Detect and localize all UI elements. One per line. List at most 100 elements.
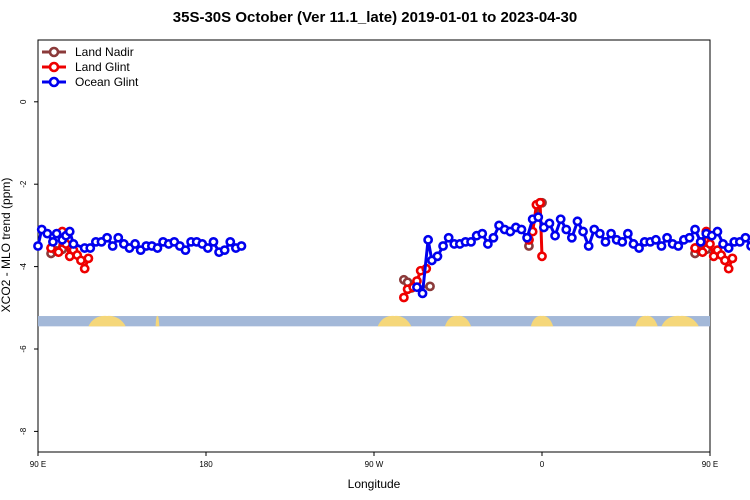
data-point-2-0-22 [152,243,163,253]
data-point-2-0-34 [219,245,230,256]
data-point-2-1-43 [650,234,661,245]
legend-item-0: Land Nadir [42,45,134,59]
data-point-2-0-10 [85,243,96,253]
x-tick-label-1: 180 [199,460,213,469]
chart-title: 35S-30S October (Ver 11.1_late) 2019-01-… [172,9,578,26]
x-axis-title: Longitude [348,477,401,491]
data-point-2-0-4 [51,228,62,239]
land-patch-5 [635,315,658,327]
x-tick-label-4: 90 E [702,460,718,469]
x-tick-label-0: 90 E [30,460,46,469]
land-patch-3 [444,315,472,327]
data-point-2-0-2 [42,228,53,239]
legend-label-2: Ocean Glint [75,75,139,89]
y-axis-title: XCO2 - MLO trend (ppm) [0,178,13,313]
data-point-2-1-22 [533,212,544,223]
data-point-1-2-3 [535,197,546,208]
land-patch-4 [530,315,554,327]
data-point-2-0-13 [102,232,112,243]
data-point-2-0-35 [225,236,236,247]
y-tick-label-2: -4 [19,262,28,270]
data-point-2-0-15 [113,232,124,243]
data-point-2-1-35 [606,228,616,239]
data-point-2-0-0 [33,241,43,251]
data-point-2-0-27 [180,245,191,256]
legend-label-1: Land Glint [75,60,130,74]
data-point-0-1-3 [425,281,435,292]
land-patch-0 [88,315,126,327]
data-point-2-1-20 [522,232,532,243]
data-point-1-2-4 [537,251,547,262]
data-point-2-0-18 [130,239,140,249]
ocean-band [38,316,710,327]
y-axis: 0 -2 -4 -6 -8 [19,99,38,435]
land-mask-band [38,315,710,327]
y-tick-label-1: -2 [19,180,28,188]
data-point-2-1-30 [578,226,588,237]
data-point-2-0-37 [236,241,247,251]
y-tick-label-0: 0 [19,99,28,104]
data-point-2-1-47 [673,241,684,251]
data-point-1-3-1 [697,247,708,258]
data-point-2-1-26 [555,214,566,225]
data-point-2-1-50 [690,224,700,235]
data-point-1-3-9 [727,253,738,264]
data-point-2-0-7 [64,226,75,237]
data-point-2-1-29 [572,216,583,227]
data-point-2-1-4 [432,251,443,262]
data-point-2-1-60 [746,241,750,251]
data-point-2-1-40 [634,243,644,253]
data-point-2-1-0 [412,282,422,293]
data-point-1-0-7 [76,255,86,266]
legend-marker-2 [48,76,60,88]
land-patch-1 [155,315,160,327]
data-point-1-1-0 [398,292,409,303]
data-point-2-0-31 [202,243,213,253]
land-patch-2 [377,315,412,327]
data-point-2-0-3 [48,236,58,247]
data-point-2-1-24 [544,218,555,229]
data-point-2-1-13 [482,239,493,249]
data-point-2-1-51 [695,236,706,247]
x-tick-label-2: 90 W [365,460,384,469]
data-point-2-0-32 [208,236,219,247]
y-tick-label-4: -8 [19,427,28,435]
data-point-2-1-19 [516,224,527,235]
data-point-2-1-37 [617,236,628,247]
data-point-1-0-9 [83,253,94,264]
legend-item-2: Ocean Glint [42,75,139,89]
data-point-1-3-8 [723,263,734,274]
data-point-2-1-31 [583,241,594,251]
data-point-2-1-25 [550,230,560,241]
data-point-2-1-10 [466,236,476,247]
data-point-2-1-12 [477,228,488,239]
data-point-2-1-28 [566,232,577,243]
data-point-2-1-33 [594,228,605,239]
legend-marker-1 [48,61,60,73]
series-layer [33,197,750,303]
data-point-1-0-8 [79,263,90,274]
legend-item-1: Land Glint [42,60,130,74]
x-tick-label-3: 0 [540,460,545,469]
data-point-1-3-7 [720,255,730,266]
series-ocean-glint [33,212,750,299]
land-patch-6 [661,315,699,327]
data-point-2-1-38 [622,228,633,239]
x-axis: 90 E 180 90 W 0 90 E [30,452,718,469]
legend-label-0: Land Nadir [75,45,134,59]
data-point-2-1-14 [488,232,499,243]
legend-marker-0 [48,46,60,58]
data-point-2-1-44 [656,241,667,251]
data-point-2-1-45 [662,232,672,243]
data-point-2-1-59 [740,232,750,243]
data-point-2-1-6 [443,232,454,243]
data-point-2-0-8 [68,239,79,249]
data-point-2-1-5 [438,241,448,251]
y-tick-label-3: -6 [19,345,28,353]
data-point-1-0-1 [53,247,64,258]
data-point-2-1-2 [423,234,434,245]
data-point-1-3-0 [690,243,700,253]
data-point-2-1-56 [723,243,734,253]
